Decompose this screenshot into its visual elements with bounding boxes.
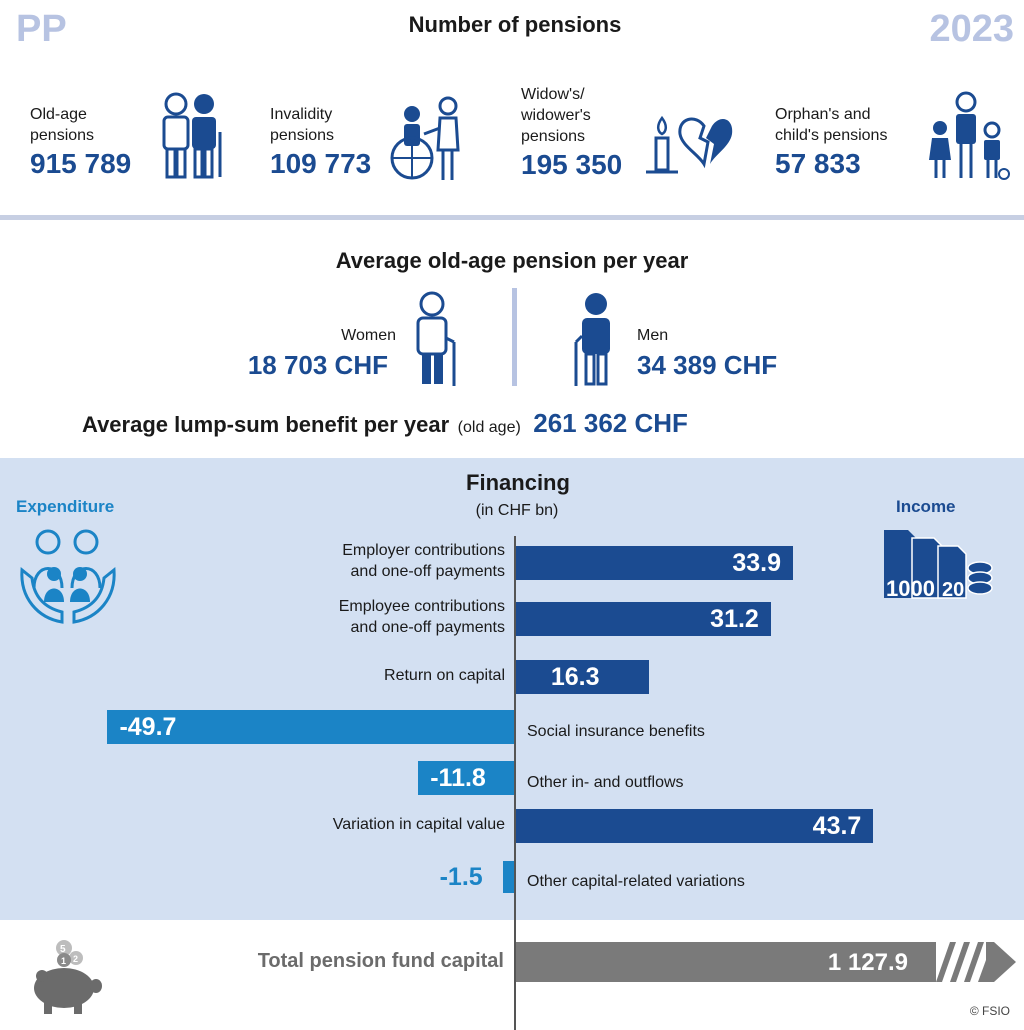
lump-sum-row: Average lump-sum benefit per year (old a… — [82, 408, 688, 439]
bar-value-label: 16.3 — [550, 663, 600, 691]
income-label: Income — [896, 497, 956, 516]
pension-orphan: Orphan's and child's pensions 57 833 — [775, 104, 887, 180]
elderly-couple-icon — [162, 92, 222, 179]
children-icon — [929, 91, 1010, 180]
pension-value: 109 773 — [270, 148, 372, 179]
banknote-text: 1000 — [886, 576, 935, 601]
bar-category-label: Other in- and outflows — [527, 772, 684, 793]
bar-value-label: 33.9 — [732, 549, 781, 577]
pension-old-age: Old-age pensions 915 789 — [30, 104, 131, 180]
bar-value-label: 43.7 — [812, 812, 862, 840]
average-pension-title: Average old-age pension per year — [335, 248, 689, 273]
bar-category-label: Variation in capital value — [333, 814, 505, 835]
coin-label: 2 — [73, 954, 78, 964]
bar-income — [515, 660, 649, 694]
pension-label-line: Orphan's and — [775, 106, 871, 123]
coin-label: 1 — [61, 956, 66, 966]
bar-category-line: and one-off payments — [350, 619, 505, 636]
wheelchair-icon — [390, 96, 460, 180]
pension-label-line: Invalidity — [270, 106, 333, 123]
bar-category-line: Employer contributions — [342, 542, 505, 559]
lump-sum-label: Average lump-sum benefit per year — [82, 412, 450, 437]
pension-widow: Widow's/ widower's pensions 195 350 — [521, 84, 622, 181]
financing-subtitle: (in CHF bn) — [475, 502, 559, 519]
pension-value: 57 833 — [775, 148, 861, 179]
pension-label-line: pensions — [270, 127, 335, 144]
section-divider — [0, 215, 1024, 220]
bar-income — [515, 809, 874, 843]
pension-label-line: widower's — [521, 107, 591, 124]
bar-category-line: Other in- and outflows — [527, 773, 684, 791]
bar-category-line: Variation in capital value — [332, 815, 505, 833]
pension-label-line: pensions — [521, 128, 586, 145]
bar-expenditure — [502, 861, 515, 893]
year-label: 2023 — [929, 8, 1014, 50]
pension-label-line: Widow's/ — [521, 86, 585, 103]
women-value: 18 703 CHF — [247, 350, 388, 380]
coin-label: 5 — [60, 944, 66, 955]
pension-label-line: Old-age — [30, 106, 87, 123]
men-label: Men — [637, 327, 669, 344]
bar-value-label: 31.2 — [710, 605, 759, 633]
bar-category-line: Other capital-related variations — [527, 872, 745, 890]
bar-expenditure — [107, 710, 515, 744]
family-hands-icon — [20, 529, 116, 624]
total-capital-bar: 1 127.9 — [516, 942, 1016, 982]
elderly-woman-icon — [416, 291, 456, 386]
pension-value: 195 350 — [521, 149, 623, 180]
financing-panel — [0, 458, 1024, 920]
men-value: 34 389 CHF — [637, 350, 778, 380]
piggy-bank-icon: 5 1 2 — [34, 940, 102, 1014]
page-title: Number of pensions — [408, 12, 622, 37]
bar-category-line: Return on capital — [384, 666, 505, 684]
bar-income — [515, 602, 771, 636]
bar-expenditure — [418, 761, 515, 795]
domain-tag: PP — [16, 8, 67, 50]
bar-value-label: -1.5 — [439, 863, 483, 891]
lump-sum-note: (old age) — [457, 419, 521, 436]
lump-sum-value: 261 362 CHF — [533, 408, 688, 438]
candle-broken-heart-icon — [646, 115, 733, 174]
bar-value-label: -11.8 — [430, 764, 486, 792]
chart-zero-axis — [514, 536, 516, 1030]
bar-category-line: Social insurance benefits — [527, 722, 705, 740]
elderly-man-icon — [574, 293, 610, 386]
bar-category-label: Social insurance benefits — [527, 721, 705, 742]
bar-category-line: and one-off payments — [350, 563, 505, 580]
total-value: 1 127.9 — [828, 949, 908, 976]
bar-category-line: Employee contributions — [338, 598, 505, 615]
pension-label-line: child's pensions — [775, 127, 888, 144]
financing-title: Financing — [466, 470, 570, 495]
bar-income — [515, 546, 793, 580]
bar-category-label: Return on capital — [384, 665, 505, 686]
expenditure-label: Expenditure — [16, 497, 115, 516]
pension-invalidity: Invalidity pensions 109 773 — [270, 104, 371, 180]
bar-value-label: -49.7 — [119, 713, 177, 741]
gender-divider — [512, 288, 517, 386]
bar-category-label: Employee contributions and one-off paymen… — [339, 596, 505, 638]
pension-value: 915 789 — [30, 148, 132, 179]
women-label: Women — [341, 327, 396, 344]
bar-category-label: Employer contributions and one-off paymen… — [342, 540, 505, 582]
banknotes-coins-icon: 1000 20 — [884, 530, 993, 601]
total-label: Total pension fund capital — [257, 950, 504, 972]
banknote-text-2: 20 — [942, 579, 964, 601]
pension-label-line: pensions — [30, 127, 95, 144]
bar-category-label: Other capital-related variations — [527, 871, 745, 892]
copyright: © FSIO — [969, 1004, 1010, 1018]
